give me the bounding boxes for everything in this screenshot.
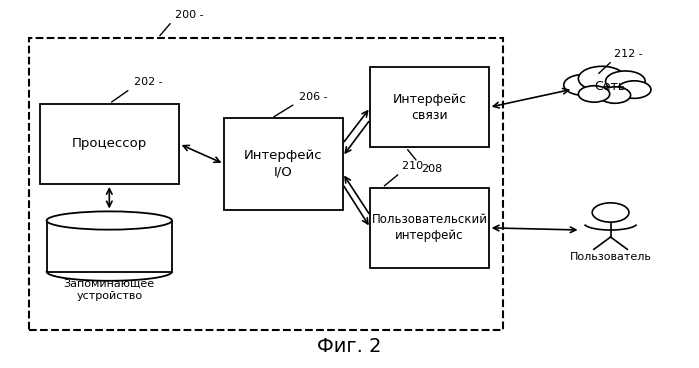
Text: Пользовательский
интерфейс: Пользовательский интерфейс [372, 213, 488, 242]
Ellipse shape [47, 211, 172, 230]
Text: Интерфейс
I/O: Интерфейс I/O [244, 149, 323, 178]
Text: Запоминающее
устройство: Запоминающее устройство [64, 279, 155, 301]
Bar [224, 118, 343, 209]
Text: 200 -: 200 - [175, 10, 204, 20]
Text: 202 -: 202 - [134, 77, 163, 87]
Bar [47, 220, 172, 272]
Circle shape [578, 86, 610, 102]
Circle shape [605, 71, 645, 92]
Text: 210 -: 210 - [403, 161, 431, 171]
Text: Сеть: Сеть [594, 80, 626, 93]
Text: Процессор: Процессор [72, 137, 147, 150]
Bar [29, 38, 503, 330]
Text: Фиг. 2: Фиг. 2 [317, 337, 382, 355]
Bar [370, 188, 489, 268]
Circle shape [599, 87, 630, 103]
Bar [40, 104, 179, 184]
Text: Интерфейс
связи: Интерфейс связи [393, 93, 467, 122]
Bar [370, 67, 489, 148]
Circle shape [578, 66, 626, 91]
Circle shape [617, 81, 651, 98]
Circle shape [592, 203, 629, 222]
Text: 208: 208 [421, 164, 442, 174]
Text: 206 -: 206 - [298, 92, 327, 102]
Circle shape [564, 75, 603, 95]
Text: 212 -: 212 - [614, 49, 642, 59]
Text: Пользователь: Пользователь [570, 252, 651, 262]
